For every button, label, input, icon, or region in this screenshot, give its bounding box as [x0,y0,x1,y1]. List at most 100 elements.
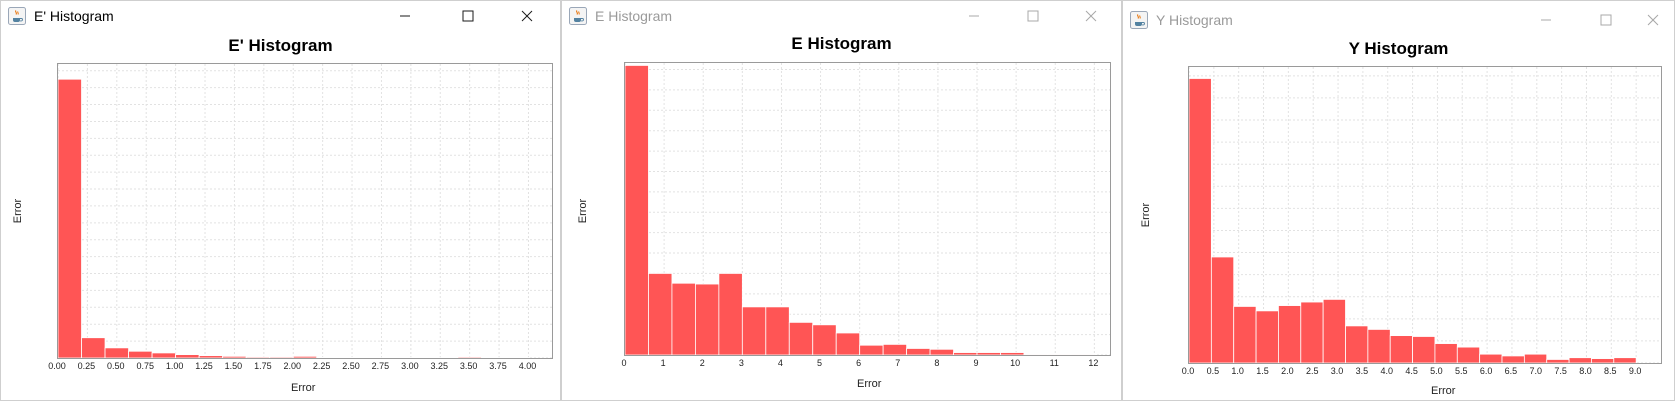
x-tick-label: 3.00 [401,361,419,371]
histogram-bar [316,356,341,358]
y-axis-label: Error [12,198,25,224]
x-tick-label: 4.0 [1380,366,1393,376]
histogram-window-e[interactable]: E Histogram E Histogram 0.0000.0250.0500… [561,0,1122,401]
x-tick-label: 0.0 [1181,366,1195,376]
x-tick-label: 3.5 [1355,366,1369,376]
y-axis-label: Error [1140,202,1153,228]
y-axis-label: Error [577,198,590,224]
x-tick-label: 3 [738,358,744,368]
x-tick-label: 5 [817,358,823,368]
close-button[interactable] [1068,1,1114,31]
x-tick-label: 0 [621,358,627,368]
histogram-bar [648,273,673,355]
maximize-button[interactable] [1010,1,1056,31]
title-bar[interactable]: Y Histogram [1123,1,1674,31]
x-tick-label: 3.75 [489,361,507,371]
x-axis-label: Error [1431,385,1456,397]
minimize-icon [969,15,979,17]
histogram-bar [269,356,294,358]
minimize-icon [400,15,410,17]
minimize-button[interactable] [1523,5,1569,35]
histogram-bar [198,355,224,358]
histogram-window-y[interactable]: Y Histogram Y Histogram 0.0000.0250.0500… [1122,0,1675,401]
maximize-button[interactable] [445,1,491,31]
chart-title: E Histogram [791,34,892,53]
histogram-bar [222,355,247,358]
histogram-bar [953,352,978,355]
histogram-bar [1546,359,1570,363]
plot-area [57,63,553,359]
histogram-bar [504,356,529,358]
x-tick-label: 8 [934,358,940,368]
histogram-window-eprime[interactable]: E' Histogram E' Histogram 0.000.050.100.… [0,0,561,401]
x-tick-label: 5.0 [1430,366,1443,376]
histogram-bar [1434,343,1458,363]
x-tick-label: 0.00 [48,361,66,371]
maximize-icon [1027,10,1039,22]
window-title: E' Histogram [34,8,114,24]
plot-area [1188,66,1662,364]
x-tick-label: 2.00 [283,361,301,371]
histogram-bar [741,306,767,355]
histogram-bar [1568,357,1592,363]
histogram-bar [1367,329,1391,363]
histogram-bar [1047,353,1072,355]
java-coffee-cup-icon [1130,11,1148,29]
histogram-bar [1255,310,1279,363]
histogram-bar [151,352,177,358]
histogram-bar [128,350,153,358]
histogram-bar [695,283,720,355]
x-tick-label: 0.75 [136,361,154,371]
title-bar[interactable]: E Histogram [562,1,1121,31]
x-tick-label: 6.0 [1479,366,1493,376]
x-tick-label: 4 [777,358,783,368]
x-tick-label: 0.25 [77,361,96,371]
java-coffee-cup-icon [569,7,587,25]
histogram-bar [1613,357,1637,363]
minimize-button[interactable] [382,1,428,31]
histogram-bar [1278,305,1302,363]
minimize-icon [1541,19,1551,21]
x-tick-label: 8.0 [1579,366,1592,376]
maximize-button[interactable] [1583,5,1629,35]
x-tick-label: 3.0 [1330,366,1344,376]
histogram-bar [175,354,200,358]
histogram-bar [1023,353,1048,355]
minimize-button[interactable] [951,1,997,31]
x-tick-label: 7.5 [1554,366,1567,376]
x-tick-label: 6.5 [1504,366,1518,376]
x-tick-label: 1 [660,358,666,368]
histogram-bar [882,343,908,355]
close-icon [1085,10,1097,22]
histogram-bar [1523,353,1548,363]
histogram-bar [765,306,790,355]
close-icon [521,10,533,22]
x-tick-label: 1.25 [195,361,213,371]
histogram-bar [859,344,884,355]
x-tick-label: 2 [699,358,705,368]
title-bar[interactable]: E' Histogram [1,1,560,31]
x-tick-label: 3.50 [459,361,478,371]
histogram-bar [1345,325,1369,363]
histogram-bar [788,321,814,355]
x-tick-label: 2.5 [1305,366,1319,376]
x-tick-label: 10 [1010,358,1021,368]
histogram-bar [625,65,649,355]
x-tick-label: 8.5 [1604,366,1617,376]
histogram-bar [835,332,861,355]
histogram-bar [929,348,954,355]
x-tick-label: 1.75 [254,361,272,371]
chart-title: E' Histogram [228,36,333,55]
histogram-bar [812,324,837,355]
maximize-icon [1600,14,1612,26]
x-tick-label: 9 [973,358,979,368]
close-icon [1647,14,1659,26]
histogram-bar [1210,256,1235,363]
close-button[interactable] [1630,5,1674,35]
x-tick-label: 7.0 [1529,366,1543,376]
histogram-bar [1070,353,1095,355]
x-tick-label: 6 [856,358,862,368]
close-button[interactable] [504,1,550,31]
histogram-bar [58,78,82,358]
histogram-svg [58,64,552,358]
